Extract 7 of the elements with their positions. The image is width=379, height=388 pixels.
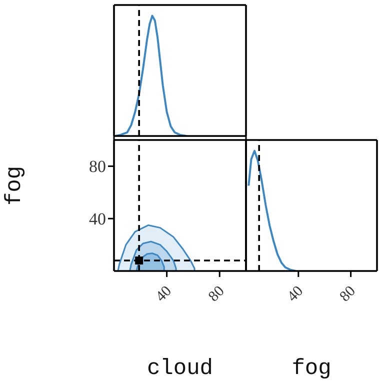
x-tick-label: 40 bbox=[284, 283, 307, 306]
x-tick-label: 80 bbox=[337, 283, 359, 306]
x-tick-label: 40 bbox=[153, 283, 175, 306]
y-axis-title: fog bbox=[2, 166, 27, 206]
x-axis-title: cloud bbox=[146, 356, 214, 381]
x-axis-title: fog bbox=[292, 356, 332, 381]
x-tick-label: 80 bbox=[206, 283, 228, 306]
